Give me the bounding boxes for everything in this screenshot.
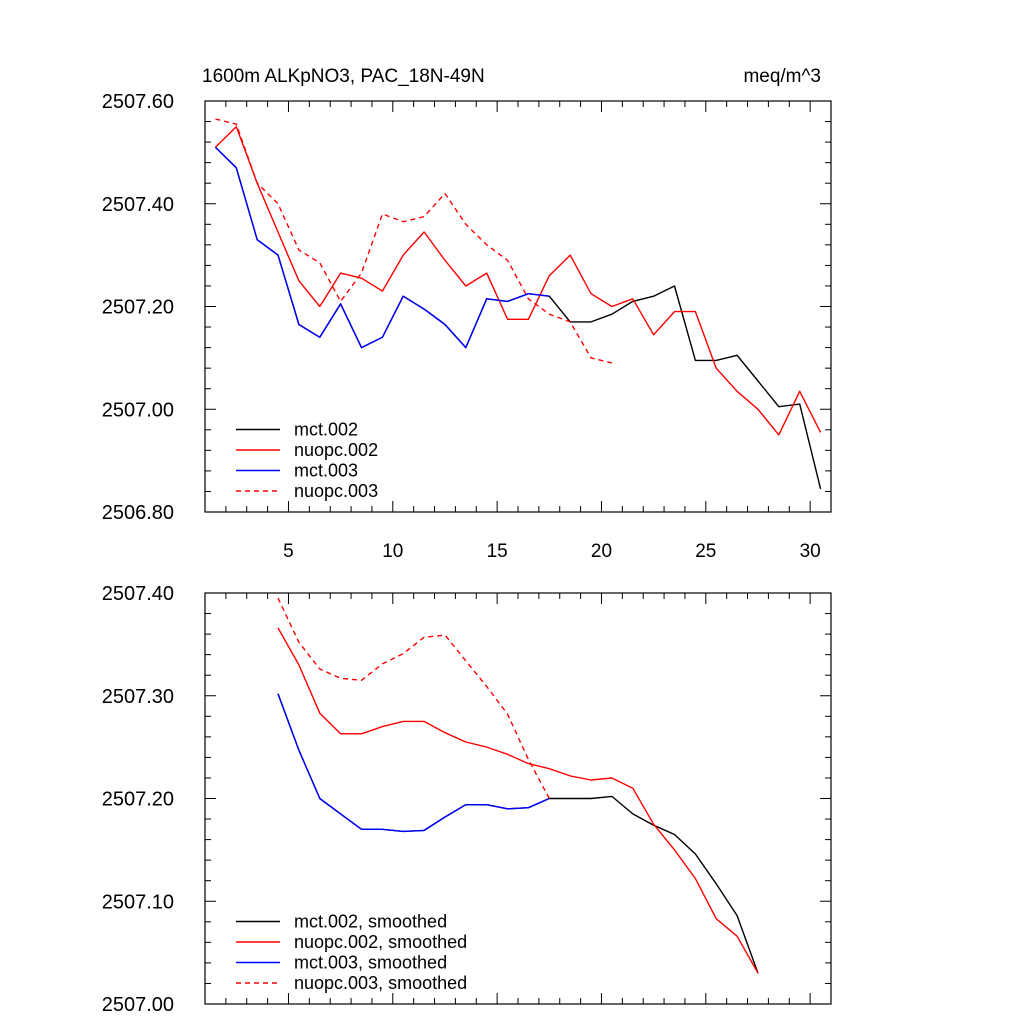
series-line-mct-003-smoothed [277,693,550,833]
bottom-panel: 2507.00 2507.10 2507.20 2507.30 2507.40 mct.0… [102,583,832,1016]
legend-label: mct.002 [294,420,358,440]
y-tick-label: 2507.20 [102,789,174,811]
y-tick-label: 2507.20 [102,297,174,319]
series-line-nuopc-003-smoothed [277,597,550,799]
legend-label: mct.002, smoothed [294,912,447,932]
y-tick-label: 2507.30 [102,686,174,708]
y-tick-label: 2506.80 [102,502,174,524]
x-tick-label: 25 [695,541,716,562]
legend-label: mct.003 [294,461,358,481]
y-tick-label: 2507.60 [102,91,174,113]
y-tick-label: 2507.00 [102,994,174,1016]
top-panel: 5 10 15 20 25 30 2506.80 2507.00 2507.20 2507.40 2… [102,91,832,562]
y-tick-label: 2507.10 [102,891,174,913]
legend-label: nuopc.002 [294,440,378,460]
x-tick-label: 30 [800,541,821,562]
x-tick-label: 15 [487,541,508,562]
legend-label: nuopc.003, smoothed [294,973,467,993]
legend-label: nuopc.002, smoothed [294,932,467,952]
series-line-nuopc-002 [214,125,822,436]
x-tick-label: 20 [591,541,612,562]
legend-label: nuopc.003 [294,481,378,501]
plot-units: meq/m^3 [743,66,821,87]
legend-label: mct.003, smoothed [294,953,447,973]
series-line-nuopc-003 [215,118,613,364]
y-tick-label: 2507.40 [102,194,174,216]
series-line-nuopc-002-smoothed [277,627,759,974]
y-tick-label: 2507.00 [102,399,174,421]
plot-title: 1600m ALKpNO3, PAC_18N-49N [202,66,485,87]
series-line-mct-003 [214,146,550,349]
y-tick-label: 2507.40 [102,583,174,605]
x-tick-label: 10 [382,541,403,562]
x-tick-label: 5 [283,541,294,562]
